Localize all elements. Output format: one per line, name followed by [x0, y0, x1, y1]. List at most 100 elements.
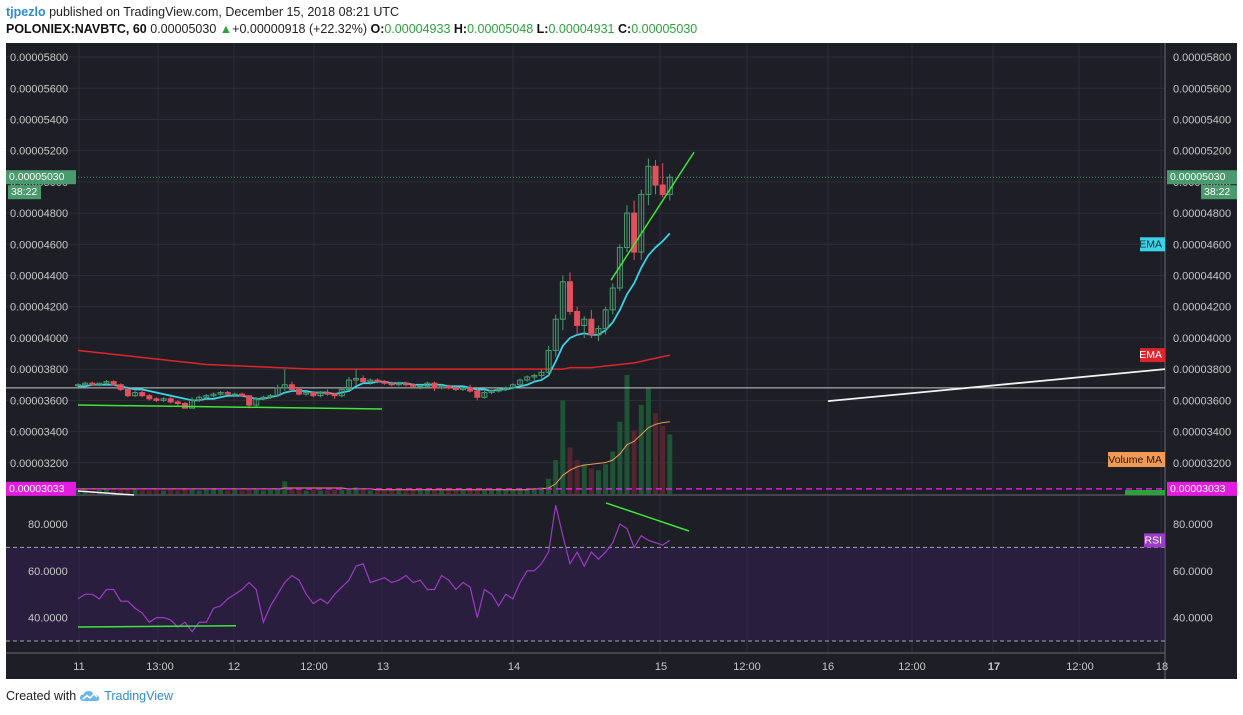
candle-body	[609, 287, 616, 311]
volume-bar	[225, 490, 231, 494]
volume-bar	[553, 460, 559, 494]
candle-body	[659, 184, 666, 195]
price-tick-label-right: 0.00005400	[1173, 114, 1231, 126]
volume-bar	[595, 470, 601, 494]
volume-bar	[446, 489, 452, 494]
volume-bar	[203, 489, 209, 494]
price-tick-label-left: 0.00003400	[10, 427, 68, 439]
candle-body	[203, 395, 210, 398]
volume-bar	[289, 488, 295, 494]
volume-bar	[510, 489, 516, 494]
volume-bar	[175, 490, 181, 494]
candle-body	[117, 384, 124, 390]
candle-body	[267, 395, 274, 398]
volume-bar	[417, 490, 423, 494]
volume-bar	[189, 489, 195, 494]
candle-body	[395, 382, 402, 386]
candle-body	[274, 387, 281, 397]
rsi-label: RSI	[1144, 534, 1162, 546]
candle-body	[317, 392, 324, 397]
volume-bar	[396, 490, 402, 494]
price-tick-label-left: 0.00004800	[10, 208, 68, 220]
time-tick-label: 12:00	[733, 661, 761, 673]
open-label: O:	[370, 22, 385, 36]
time-tick-label: 11	[73, 661, 84, 673]
candle-body	[196, 396, 203, 401]
rsi-tick-label-right: 60.0000	[1173, 566, 1213, 578]
volume-bar	[560, 400, 566, 494]
chart-svg[interactable]: 0.00005800 0.00005800 0.00005600 0.00005600…	[6, 43, 1237, 679]
candle-body	[238, 393, 245, 397]
candle-body	[381, 381, 388, 384]
candle-body	[281, 384, 288, 389]
rsi-label-badge	[1144, 533, 1165, 548]
rsi-tick-label-left: 40.0000	[28, 613, 68, 625]
candle-body	[424, 382, 431, 387]
candle-body	[645, 165, 652, 195]
last-price-label-left: 0.00005030	[9, 171, 65, 183]
candle-body	[374, 379, 381, 383]
volume-bar	[339, 489, 345, 494]
candle-body	[103, 381, 110, 384]
volume-bar	[538, 487, 544, 494]
volume-bar	[645, 387, 651, 494]
rsi-tick-label-right: 80.0000	[1173, 519, 1213, 531]
change-up-icon: ▲	[219, 22, 233, 36]
price-tick-label-left: 0.00005400	[10, 114, 68, 126]
time-tick-label: 17	[988, 661, 1000, 673]
price-tick-label-right: 0.00005600	[1173, 83, 1231, 95]
volume-bar	[168, 489, 174, 494]
volume-bar	[624, 375, 630, 494]
time-tick-label: 16	[822, 661, 834, 673]
price-tick-label-left: 0.00003800	[10, 364, 68, 376]
candle-body	[502, 387, 509, 390]
candle-body	[638, 193, 645, 253]
close-label: C:	[617, 22, 632, 36]
level-label-right: 0.00003033	[1170, 483, 1226, 495]
volume-bar	[246, 488, 252, 494]
volume-bar	[346, 488, 352, 494]
candle-body	[631, 212, 638, 253]
level-label-left: 0.00003033	[9, 483, 65, 495]
tradingview-link[interactable]: TradingView	[104, 689, 173, 703]
author-link[interactable]: tjpezlo	[6, 5, 46, 19]
ema-fast-line	[78, 232, 671, 402]
price-tick-label-left: 0.00005800	[10, 52, 68, 64]
volume-bar	[432, 490, 437, 494]
candle-body	[452, 387, 459, 390]
candle-body	[82, 382, 89, 386]
volume-bar	[325, 490, 331, 494]
chart-area[interactable]: 0.00005800 0.00005800 0.00005600 0.00005600…	[6, 43, 1237, 679]
volume-bar	[139, 490, 145, 494]
candle-body	[467, 387, 474, 392]
price-tick-label-right: 0.00005800	[1173, 52, 1231, 64]
candle-body	[388, 382, 395, 386]
candle-body	[595, 328, 602, 336]
level-label-right-badge	[1167, 481, 1237, 496]
candle-body	[296, 388, 303, 395]
close-value: 0.00005030	[631, 22, 698, 36]
volume-bar	[253, 489, 259, 494]
ema-fast-label: EMA	[1139, 238, 1162, 250]
ema-slow-line	[77, 349, 670, 370]
time-tick-label: 12:00	[1066, 661, 1094, 673]
volume-bar	[196, 490, 202, 494]
volume-bar	[410, 489, 416, 494]
volume-bar	[389, 489, 395, 494]
price-tick-label-left: 0.00003200	[10, 458, 68, 470]
countdown-label-right-badge	[1201, 185, 1237, 200]
candle-body	[75, 384, 81, 387]
candle-body	[509, 384, 516, 389]
candle-body	[616, 246, 623, 289]
candle-body	[153, 398, 160, 401]
candle-body	[524, 376, 531, 381]
rsi-tick-label-left: 60.0000	[28, 566, 68, 578]
last-price: 0.00005030	[150, 22, 217, 36]
volume-bar	[239, 490, 245, 494]
candle-body	[559, 281, 566, 320]
symbol-label: POLONIEX:NAVBTC, 60	[6, 22, 147, 36]
level-label-left-badge	[6, 481, 76, 496]
volume-bar	[310, 489, 316, 494]
volume-bar	[496, 489, 502, 494]
candle-body	[217, 392, 224, 395]
